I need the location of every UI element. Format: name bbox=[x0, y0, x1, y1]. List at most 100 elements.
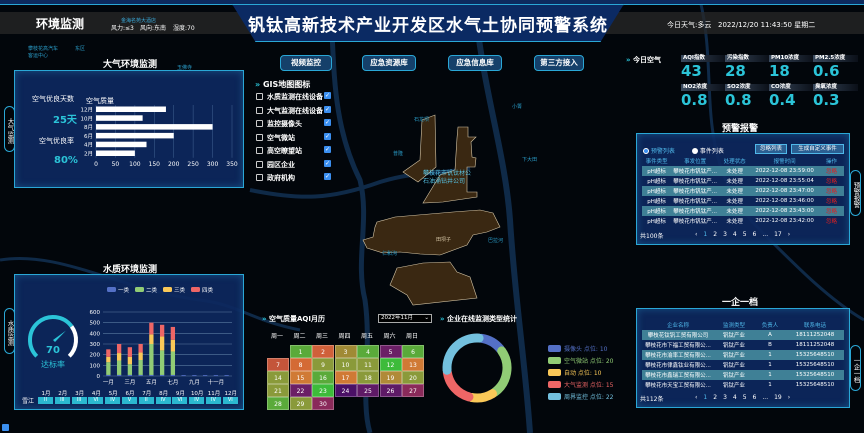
radio-event-list[interactable] bbox=[692, 148, 698, 154]
radio-event-label[interactable]: 事件列表 bbox=[699, 148, 724, 155]
calendar-day[interactable]: 5 bbox=[379, 345, 402, 358]
calendar-day[interactable]: 10 bbox=[334, 358, 357, 371]
radio-alarm-list[interactable] bbox=[643, 148, 649, 154]
calendar-day[interactable]: 17 bbox=[334, 371, 357, 384]
emergency-info-button[interactable]: 应急信息库 bbox=[448, 55, 502, 71]
gis-layer-item[interactable]: 政府机构 ✓ bbox=[256, 173, 331, 183]
page-link[interactable]: 3 bbox=[723, 394, 727, 401]
page-link[interactable]: 5 bbox=[742, 231, 747, 238]
calendar-day[interactable]: 8 bbox=[289, 358, 312, 371]
calendar-day[interactable]: 12 bbox=[379, 358, 402, 371]
page-link[interactable]: 2 bbox=[713, 231, 718, 238]
calendar-day[interactable]: 23 bbox=[312, 384, 334, 397]
calendar-day[interactable]: 2 bbox=[312, 345, 334, 358]
calendar-day[interactable]: 20 bbox=[402, 371, 424, 384]
ignore-list-button[interactable]: 忽略列表 bbox=[755, 144, 787, 154]
calendar-day[interactable]: 3 bbox=[334, 345, 357, 358]
table-row[interactable]: 攀枝花钛钒工贸有限公司 钒钛产业 A 18111252048 bbox=[642, 330, 844, 340]
gis-layer-item[interactable]: 园区企业 ✓ bbox=[256, 159, 331, 170]
page-link[interactable]: 6 bbox=[752, 394, 757, 401]
calendar-day[interactable]: 7 bbox=[267, 358, 289, 371]
calendar-day[interactable]: 1 bbox=[289, 345, 312, 358]
calendar-day[interactable]: 21 bbox=[267, 384, 289, 397]
gis-layer-item[interactable]: 高空瞭望站 ✓ bbox=[256, 146, 331, 156]
calendar-day[interactable]: 16 bbox=[312, 371, 334, 384]
calendar-day[interactable]: 25 bbox=[357, 384, 379, 397]
layer-checkbox[interactable]: ✓ bbox=[324, 92, 331, 99]
create-event-button[interactable]: 生成自定义事件 bbox=[791, 144, 844, 154]
table-row[interactable]: pH超标 攀枝花市钒钛产... 未处理 2022-12-08 23:59:00 忽略 bbox=[642, 166, 844, 176]
gis-layer-item[interactable]: 大气监测在线设备 ✓ bbox=[256, 105, 331, 116]
layer-checkbox[interactable]: ✓ bbox=[324, 146, 331, 153]
calendar-day[interactable]: 24 bbox=[334, 384, 357, 397]
radio-alarm-label[interactable]: 预警列表 bbox=[650, 148, 675, 155]
month-select[interactable]: 2022年11月 ⌄ bbox=[378, 314, 432, 323]
legend-item[interactable]: 摄像头 点位: 10 bbox=[548, 344, 607, 353]
page-link[interactable]: 6 bbox=[752, 231, 757, 238]
table-row[interactable]: 攀枝花市渝率工贸有限公... 钒钛产业 1 15325648510 bbox=[642, 350, 844, 360]
table-cell[interactable]: 忽略 bbox=[825, 219, 837, 225]
legend-item[interactable]: 周界监控 点位: 22 bbox=[548, 392, 613, 401]
gis-layer-item[interactable]: 空气微站 ✓ bbox=[256, 132, 331, 143]
page-link[interactable]: 3 bbox=[723, 231, 727, 238]
calendar-day[interactable]: 26 bbox=[379, 384, 402, 397]
calendar-day[interactable]: 9 bbox=[312, 358, 334, 371]
table-cell[interactable]: 忽略 bbox=[818, 166, 844, 176]
legend-item[interactable]: 空气微站 点位: 20 bbox=[548, 356, 613, 365]
page-link[interactable]: 17 bbox=[774, 231, 782, 238]
calendar-day[interactable]: 6 bbox=[402, 345, 424, 358]
layer-checkbox[interactable]: ✓ bbox=[324, 159, 331, 167]
table-row[interactable]: pH超标 攀枝花市钒钛产... 未处理 2022-12-08 23:55:04 忽略 bbox=[642, 176, 844, 186]
table-cell[interactable]: 忽略 bbox=[825, 199, 837, 205]
layer-checkbox[interactable]: ✓ bbox=[324, 105, 331, 113]
page-link[interactable]: 4 bbox=[732, 394, 737, 401]
calendar-day[interactable]: 11 bbox=[357, 358, 379, 371]
page-link[interactable]: ... bbox=[762, 394, 769, 401]
page-link[interactable]: 4 bbox=[732, 231, 737, 238]
table-cell[interactable]: 忽略 bbox=[818, 186, 844, 196]
calendar-day[interactable]: 15 bbox=[289, 371, 312, 384]
calendar-day[interactable]: 22 bbox=[289, 384, 312, 397]
calendar-day[interactable]: 19 bbox=[379, 371, 402, 384]
next-page-icon[interactable]: › bbox=[787, 394, 791, 401]
gis-layer-item[interactable]: 监控摄像头 ✓ bbox=[256, 119, 331, 129]
prev-page-icon[interactable]: ‹ bbox=[695, 231, 698, 238]
calendar-day[interactable]: 4 bbox=[357, 345, 379, 358]
third-party-button[interactable]: 第三方接入 bbox=[534, 55, 584, 71]
calendar-day[interactable]: 13 bbox=[402, 358, 424, 371]
legend-item[interactable]: 大气监测 点位: 15 bbox=[548, 380, 613, 389]
page-link[interactable]: ... bbox=[762, 231, 769, 238]
page-link[interactable]: 1 bbox=[703, 231, 708, 238]
table-row[interactable]: pH超标 攀枝花市钒钛产... 未处理 2022-12-08 23:43:00 忽略 bbox=[642, 206, 844, 216]
calendar-day[interactable]: 14 bbox=[267, 371, 289, 384]
calendar-day[interactable]: 28 bbox=[267, 397, 289, 410]
table-cell[interactable]: 忽略 bbox=[818, 206, 844, 216]
next-page-icon[interactable]: › bbox=[787, 231, 791, 238]
side-tab-enterprise[interactable]: 一企一档 bbox=[850, 345, 861, 391]
emergency-resource-button[interactable]: 应急资源库 bbox=[362, 55, 416, 71]
table-row[interactable]: pH超标 攀枝花市钒钛产... 未处理 2022-12-08 23:46:00 忽略 bbox=[642, 196, 844, 206]
calendar-day[interactable]: 18 bbox=[357, 371, 379, 384]
table-row[interactable]: pH超标 攀枝花市钒钛产... 未处理 2022-12-08 23:42:00 忽略 bbox=[642, 216, 844, 226]
legend-item[interactable]: 自动 点位: 10 bbox=[548, 368, 601, 377]
video-monitor-button[interactable]: 视频监控 bbox=[280, 55, 332, 71]
calendar-day[interactable]: 30 bbox=[312, 397, 334, 410]
layer-checkbox[interactable]: ✓ bbox=[324, 119, 331, 126]
side-tab-alarm[interactable]: 预警报警 bbox=[850, 170, 861, 216]
page-link[interactable]: 5 bbox=[742, 394, 747, 401]
prev-page-icon[interactable]: ‹ bbox=[695, 394, 698, 401]
calendar-day[interactable]: 27 bbox=[402, 384, 424, 397]
table-row[interactable]: 攀枝花市天宝工贸有限公... 钒钛产业 1 15325648510 bbox=[642, 380, 844, 390]
gis-layer-item[interactable]: 水质监测在线设备 ✓ bbox=[256, 92, 331, 102]
page-link[interactable]: 1 bbox=[703, 394, 708, 401]
layer-checkbox[interactable]: ✓ bbox=[324, 132, 331, 140]
app-corner-icon[interactable] bbox=[2, 424, 9, 431]
page-link[interactable]: 2 bbox=[713, 394, 718, 401]
table-cell[interactable]: 忽略 bbox=[825, 179, 837, 185]
table-row[interactable]: 攀枝花市下福工贸有限公... 钒钛产业 B 18111252048 bbox=[642, 340, 844, 350]
calendar-day[interactable]: 29 bbox=[289, 397, 312, 410]
table-row[interactable]: 攀枝花市律鑫钛业有限公... 钒钛产业 1 15325648510 bbox=[642, 360, 844, 370]
table-row[interactable]: pH超标 攀枝花市钒钛产... 未处理 2022-12-08 23:47:00 忽略 bbox=[642, 186, 844, 196]
page-link[interactable]: 19 bbox=[774, 394, 782, 401]
layer-checkbox[interactable]: ✓ bbox=[324, 173, 331, 180]
